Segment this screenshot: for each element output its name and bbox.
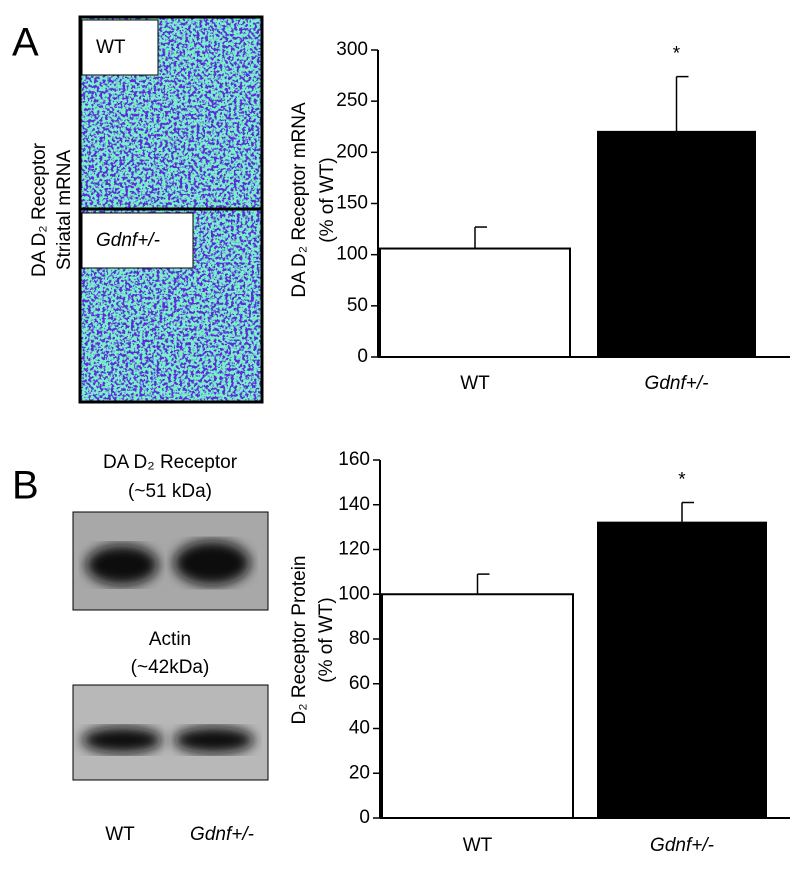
y-tick-label: 160 [338,449,370,470]
panel-label: A [12,21,39,65]
blot-band [174,541,250,585]
y-tick-label: 0 [357,346,368,367]
y-axis-label: DA D₂ Receptor mRNA [289,102,310,298]
panel-label: B [12,464,39,508]
x-tick-label: WT [463,835,493,856]
x-tick-label: Gdnf+/- [650,835,714,856]
y-tick-label: 0 [359,807,370,828]
y-axis-label: (% of WT) [316,597,337,683]
y-tick-label: 80 [349,628,370,649]
y-tick-label: 20 [349,762,370,783]
y-tick-label: 120 [338,539,370,560]
x-tick-label: Gdnf+/- [645,373,709,394]
lane-label: WT [105,824,135,845]
image-axis-label: DA D₂ Receptor [29,142,50,277]
y-tick-label: 100 [338,583,370,604]
y-tick-label: 100 [336,244,368,265]
image-tag: WT [96,37,126,58]
y-tick-label: 140 [338,494,370,515]
blot-label: (~51 kDa) [128,481,212,502]
image-tag: Gdnf+/- [96,230,160,251]
annotation: * [678,470,686,491]
blot-label: DA D₂ Receptor [103,452,238,473]
x-tick-label: WT [460,373,490,394]
y-tick-label: 150 [336,193,368,214]
y-axis-label: D₂ Receptor Protein [289,556,310,725]
image-axis-label: Striatal mRNA [54,149,75,270]
y-tick-label: 50 [347,295,368,316]
bar [379,247,571,359]
bar [597,521,767,820]
image-tag-box [81,212,194,269]
y-tick-label: 40 [349,718,370,739]
y-tick-label: 250 [336,90,368,111]
bar [381,593,574,819]
y-tick-label: 300 [336,39,368,60]
blot-label: Actin [149,629,191,650]
blot-band [82,727,162,753]
y-tick-label: 200 [336,141,368,162]
y-axis-label: (% of WT) [317,157,338,243]
image-tag-box [81,19,159,76]
lane-label: Gdnf+/- [190,824,254,845]
annotation: * [673,44,681,65]
blot-band [174,727,254,753]
bar [597,130,756,358]
blot-band [86,545,158,585]
y-tick-label: 60 [349,673,370,694]
blot-label: (~42kDa) [131,657,210,678]
